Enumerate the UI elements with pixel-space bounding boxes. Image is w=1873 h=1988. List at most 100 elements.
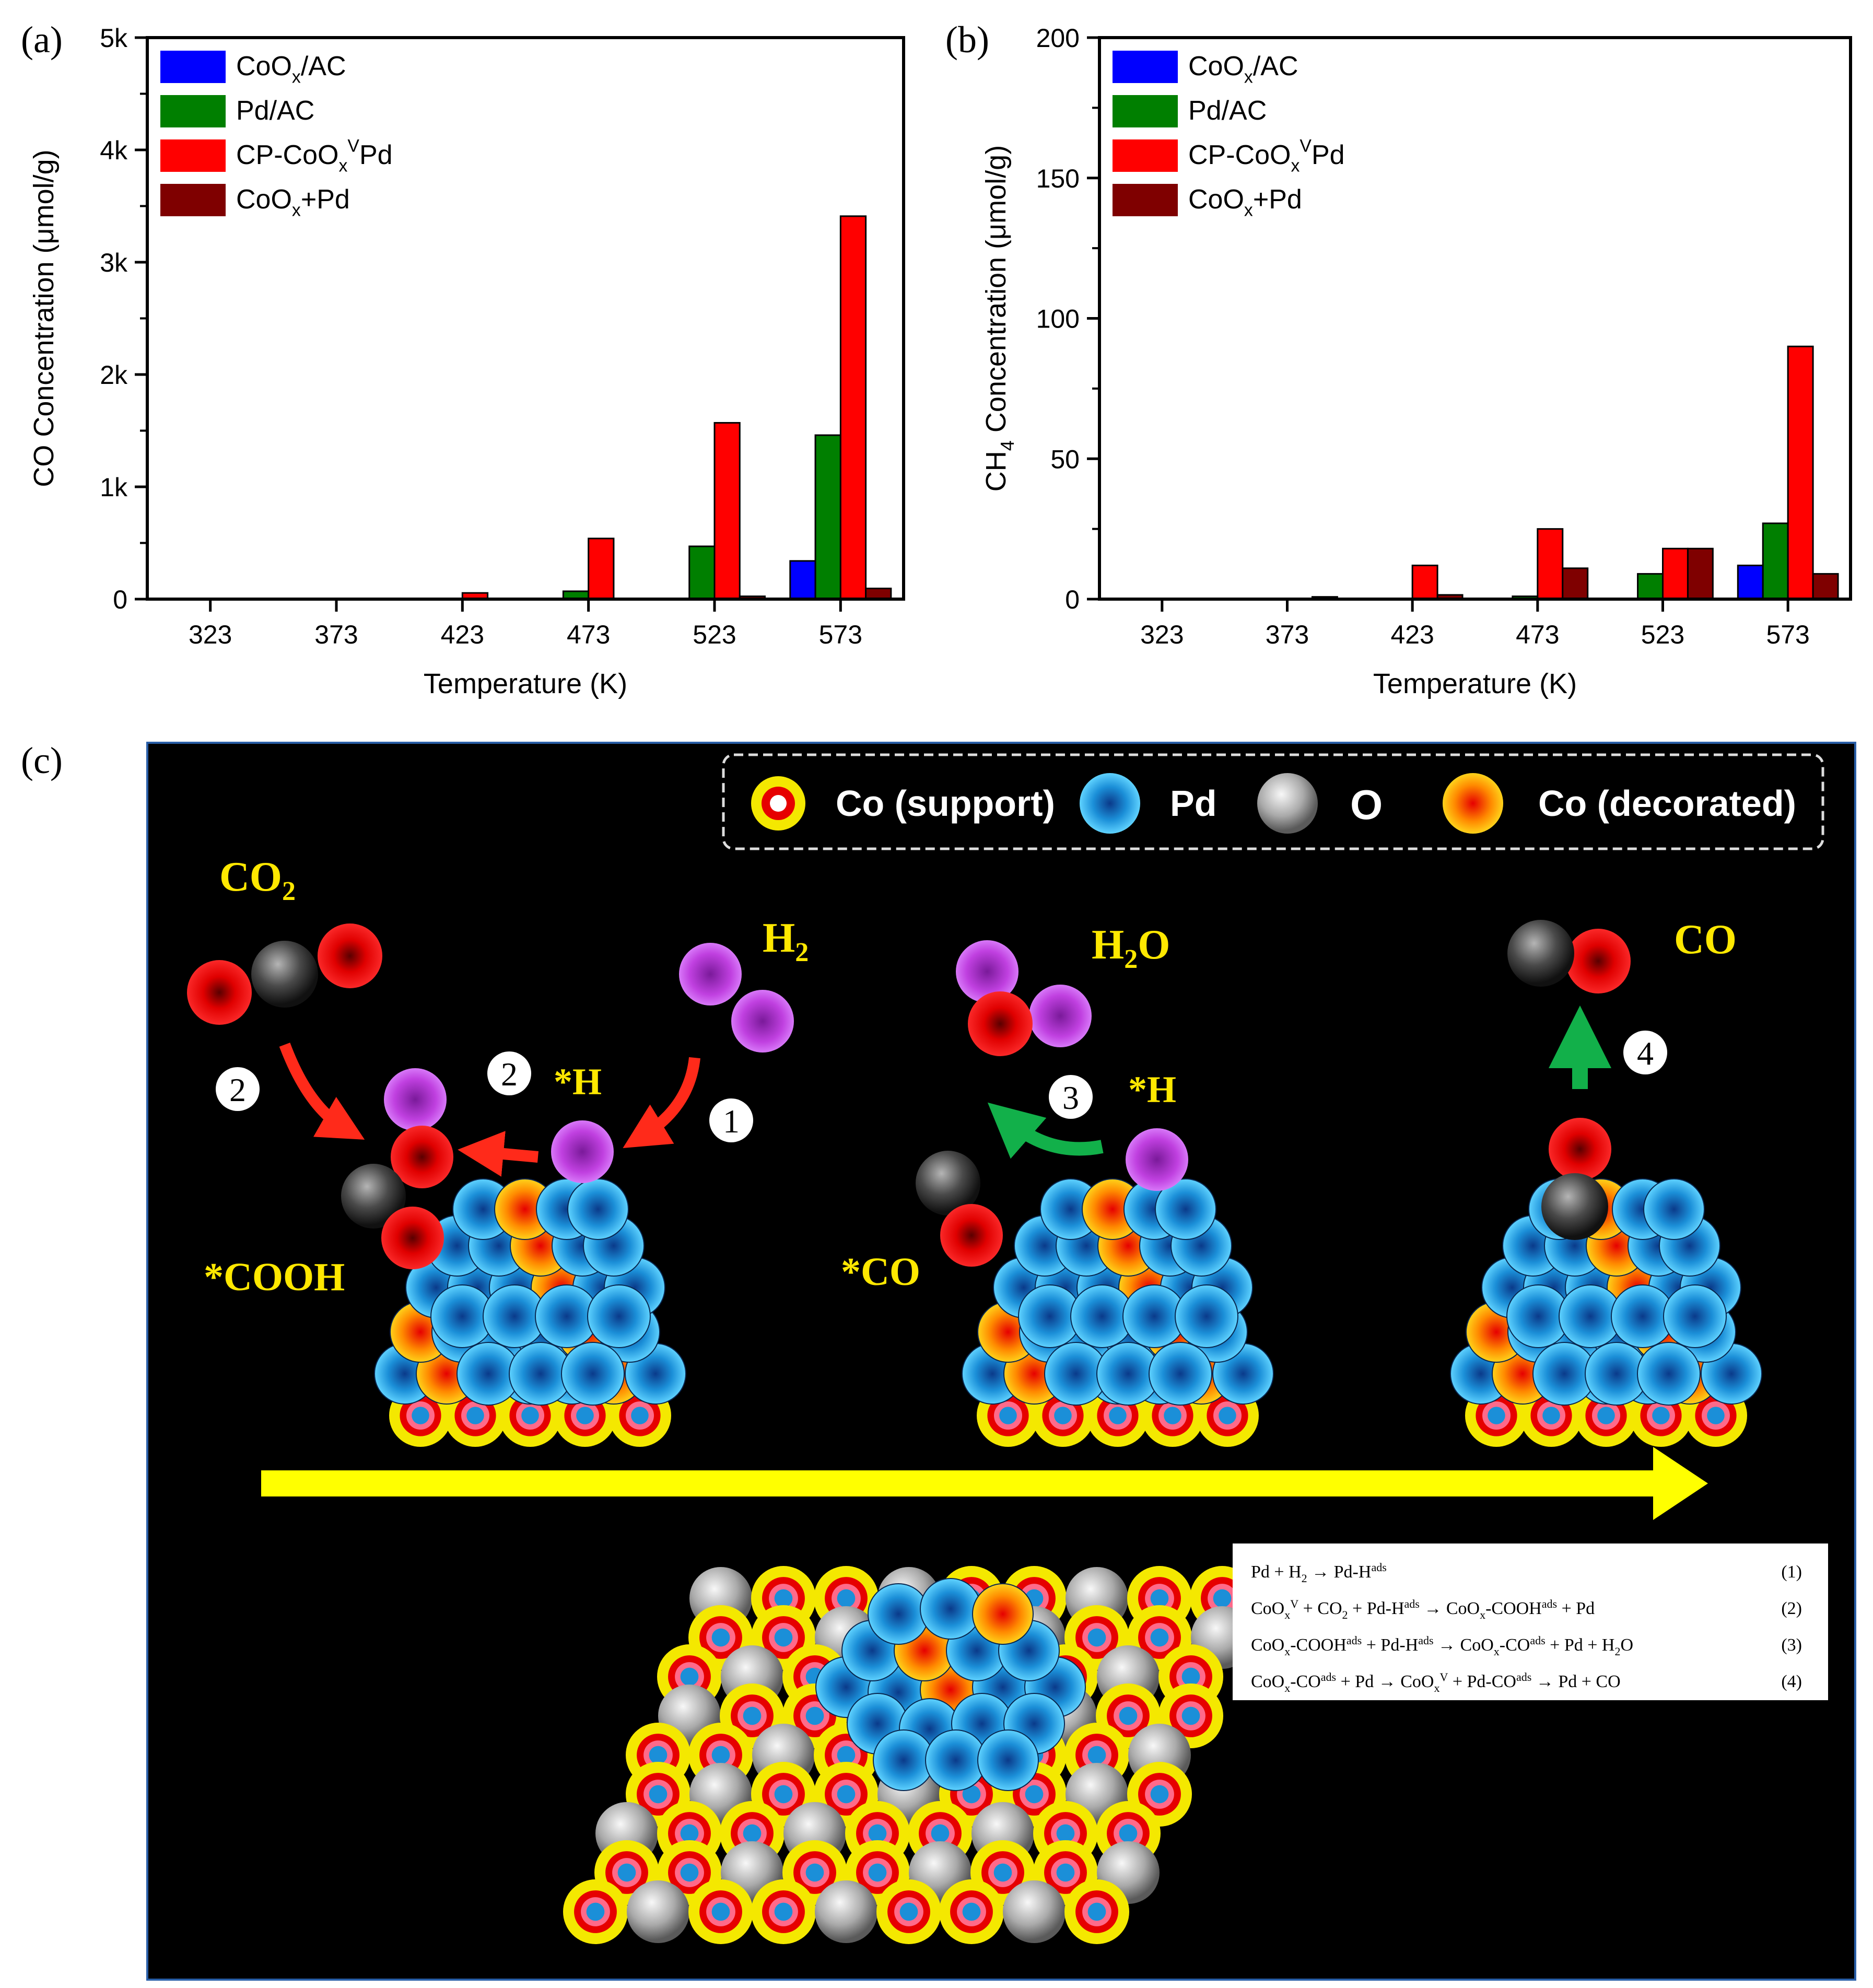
- pd-cluster: [1450, 1178, 1762, 1447]
- x-tick-label: 473: [567, 620, 610, 649]
- pd-cluster: [962, 1178, 1274, 1447]
- y-axis-label: CH4 Concentration (μmol/g): [980, 145, 1018, 492]
- y-tick-label: 3k: [100, 248, 128, 277]
- h-atom: [384, 1068, 447, 1131]
- legend-label: CoOx/AC: [236, 51, 346, 87]
- pd-atom: [977, 1729, 1039, 1791]
- step-badge: 4: [1623, 1031, 1667, 1074]
- x-axis-label: Temperature (K): [1373, 668, 1577, 699]
- pd-atom: [920, 1578, 981, 1640]
- x-tick-label: 573: [819, 620, 862, 649]
- legend-label: CP-CoOxVPd: [236, 136, 393, 176]
- y-tick-label: 5k: [100, 24, 128, 53]
- c-atom: [916, 1151, 980, 1215]
- bar-CoOx+Pd-523: [1687, 547, 1714, 600]
- x-tick-label: 573: [1766, 620, 1809, 649]
- label-co2: CO2: [219, 854, 296, 906]
- reaction-progress-arrow: [261, 1447, 1708, 1520]
- oxygen-icon: [1257, 773, 1318, 834]
- y-tick-label: 0: [113, 585, 127, 614]
- x-tick-label: 473: [1516, 620, 1559, 649]
- o-atom: [381, 1207, 444, 1269]
- equation-1: Pd + H2 → Pd-Hads: [1251, 1561, 1387, 1585]
- pd-atom: [1155, 1178, 1216, 1240]
- legend-label: Pd/AC: [236, 96, 314, 126]
- step-arrow-h2o: [987, 1102, 1104, 1159]
- label-h2: H2: [763, 915, 809, 967]
- pd-atom: [1663, 1284, 1727, 1348]
- svg-text:2: 2: [229, 1071, 246, 1108]
- legend-o: O: [1350, 781, 1383, 828]
- legend-co-decorated: Co (decorated): [1538, 783, 1796, 824]
- bar-CP-CoOxVPd-573: [839, 215, 867, 600]
- equation-number: (2): [1781, 1599, 1802, 1618]
- co2-molecule: [187, 923, 382, 1025]
- bar-Pd/AC-573: [1762, 522, 1789, 600]
- equation-4: CoOx-COads + Pd → CoOxV + Pd-COads → Pd …: [1251, 1670, 1621, 1694]
- bar-CP-CoOxVPd-573: [1787, 345, 1814, 600]
- pd-atom: [1643, 1178, 1705, 1240]
- legend-swatch: [160, 184, 226, 216]
- nanoparticles: [341, 1068, 1762, 1447]
- pd-cluster: [374, 1178, 686, 1447]
- legend-label: CoOx+Pd: [1188, 184, 1302, 220]
- bar-CP-CoOxVPd-523: [713, 422, 741, 600]
- legend-pd: Pd: [1170, 783, 1216, 824]
- svg-text:3: 3: [1062, 1079, 1079, 1116]
- c-atom: [1541, 1173, 1608, 1240]
- o-atom: [815, 1880, 877, 1943]
- o-atom: [627, 1880, 689, 1943]
- step-arrow-h-transfer: [458, 1131, 539, 1177]
- x-tick-label: 373: [1266, 620, 1309, 649]
- y-tick-label: 50: [1050, 445, 1080, 474]
- label-h-ads-2: *H: [1128, 1069, 1176, 1110]
- y-tick-label: 100: [1036, 305, 1080, 334]
- pd-atom: [561, 1342, 625, 1406]
- bar-Pd/AC-573: [814, 434, 841, 600]
- legend-swatch: [160, 139, 226, 172]
- support-slab: [563, 1566, 1255, 1944]
- pd-atom: [587, 1284, 651, 1348]
- equation-number: (3): [1781, 1635, 1802, 1655]
- legend-label: CoOx+Pd: [236, 184, 350, 220]
- x-tick-label: 423: [441, 620, 484, 649]
- y-tick-label: 4k: [100, 136, 128, 165]
- h2o-molecule: [956, 940, 1092, 1056]
- bar-CoOx+Pd-473: [1562, 567, 1589, 600]
- pd-atom: [567, 1178, 629, 1240]
- co-decorated-icon: [1443, 773, 1503, 834]
- bar-Pd/AC-523: [688, 545, 716, 600]
- step-badge: 2: [216, 1067, 260, 1111]
- legend-swatch: [1113, 139, 1178, 172]
- chart-co-concentration: 0 1k 2k 3k 4k 5k 323 373 423 473 523 573 Temperature…: [28, 24, 905, 699]
- y-tick-label: 0: [1065, 585, 1080, 614]
- svg-text:1: 1: [723, 1103, 740, 1140]
- pd-atom: [1637, 1342, 1701, 1406]
- svg-text:2: 2: [501, 1056, 518, 1093]
- equation-number: (1): [1781, 1562, 1802, 1582]
- h2-molecule: [679, 943, 794, 1053]
- pd-atom: [873, 1729, 934, 1791]
- c-atom: [341, 1164, 406, 1229]
- bar-CoOx/AC-573: [1737, 565, 1764, 600]
- legend-swatch: [160, 95, 226, 127]
- h-atom: [551, 1120, 614, 1183]
- bar-CoOx+Pd-573: [865, 588, 892, 600]
- co-molecule: [1507, 920, 1631, 993]
- bar-CoOx/AC-573: [789, 560, 816, 600]
- mechanism-scheme: Co (support) Pd O Co (decorated) CO2 H2 …: [146, 742, 1856, 1981]
- y-tick-label: 2k: [100, 360, 128, 390]
- pd-atom: [868, 1583, 929, 1645]
- step-arrow-co2: [279, 1043, 365, 1140]
- bar-CP-CoOxVPd-473: [1537, 528, 1564, 600]
- equation-2: CoOxV + CO2 + Pd-Hads → CoOx-COOHads + P…: [1251, 1597, 1595, 1621]
- o-atom: [1549, 1118, 1611, 1180]
- bar-CoOx+Pd-573: [1812, 573, 1839, 600]
- panel-label-c: (c): [21, 740, 63, 781]
- legend-swatch: [1113, 184, 1178, 216]
- label-cooh: *COOH: [204, 1255, 345, 1299]
- legend-swatch: [1113, 95, 1178, 127]
- svg-text:4: 4: [1637, 1035, 1654, 1072]
- equation-3: CoOx-COOHads + Pd-Hads → CoOx-COads + Pd…: [1251, 1634, 1633, 1658]
- legend-co-support: Co (support): [836, 783, 1055, 824]
